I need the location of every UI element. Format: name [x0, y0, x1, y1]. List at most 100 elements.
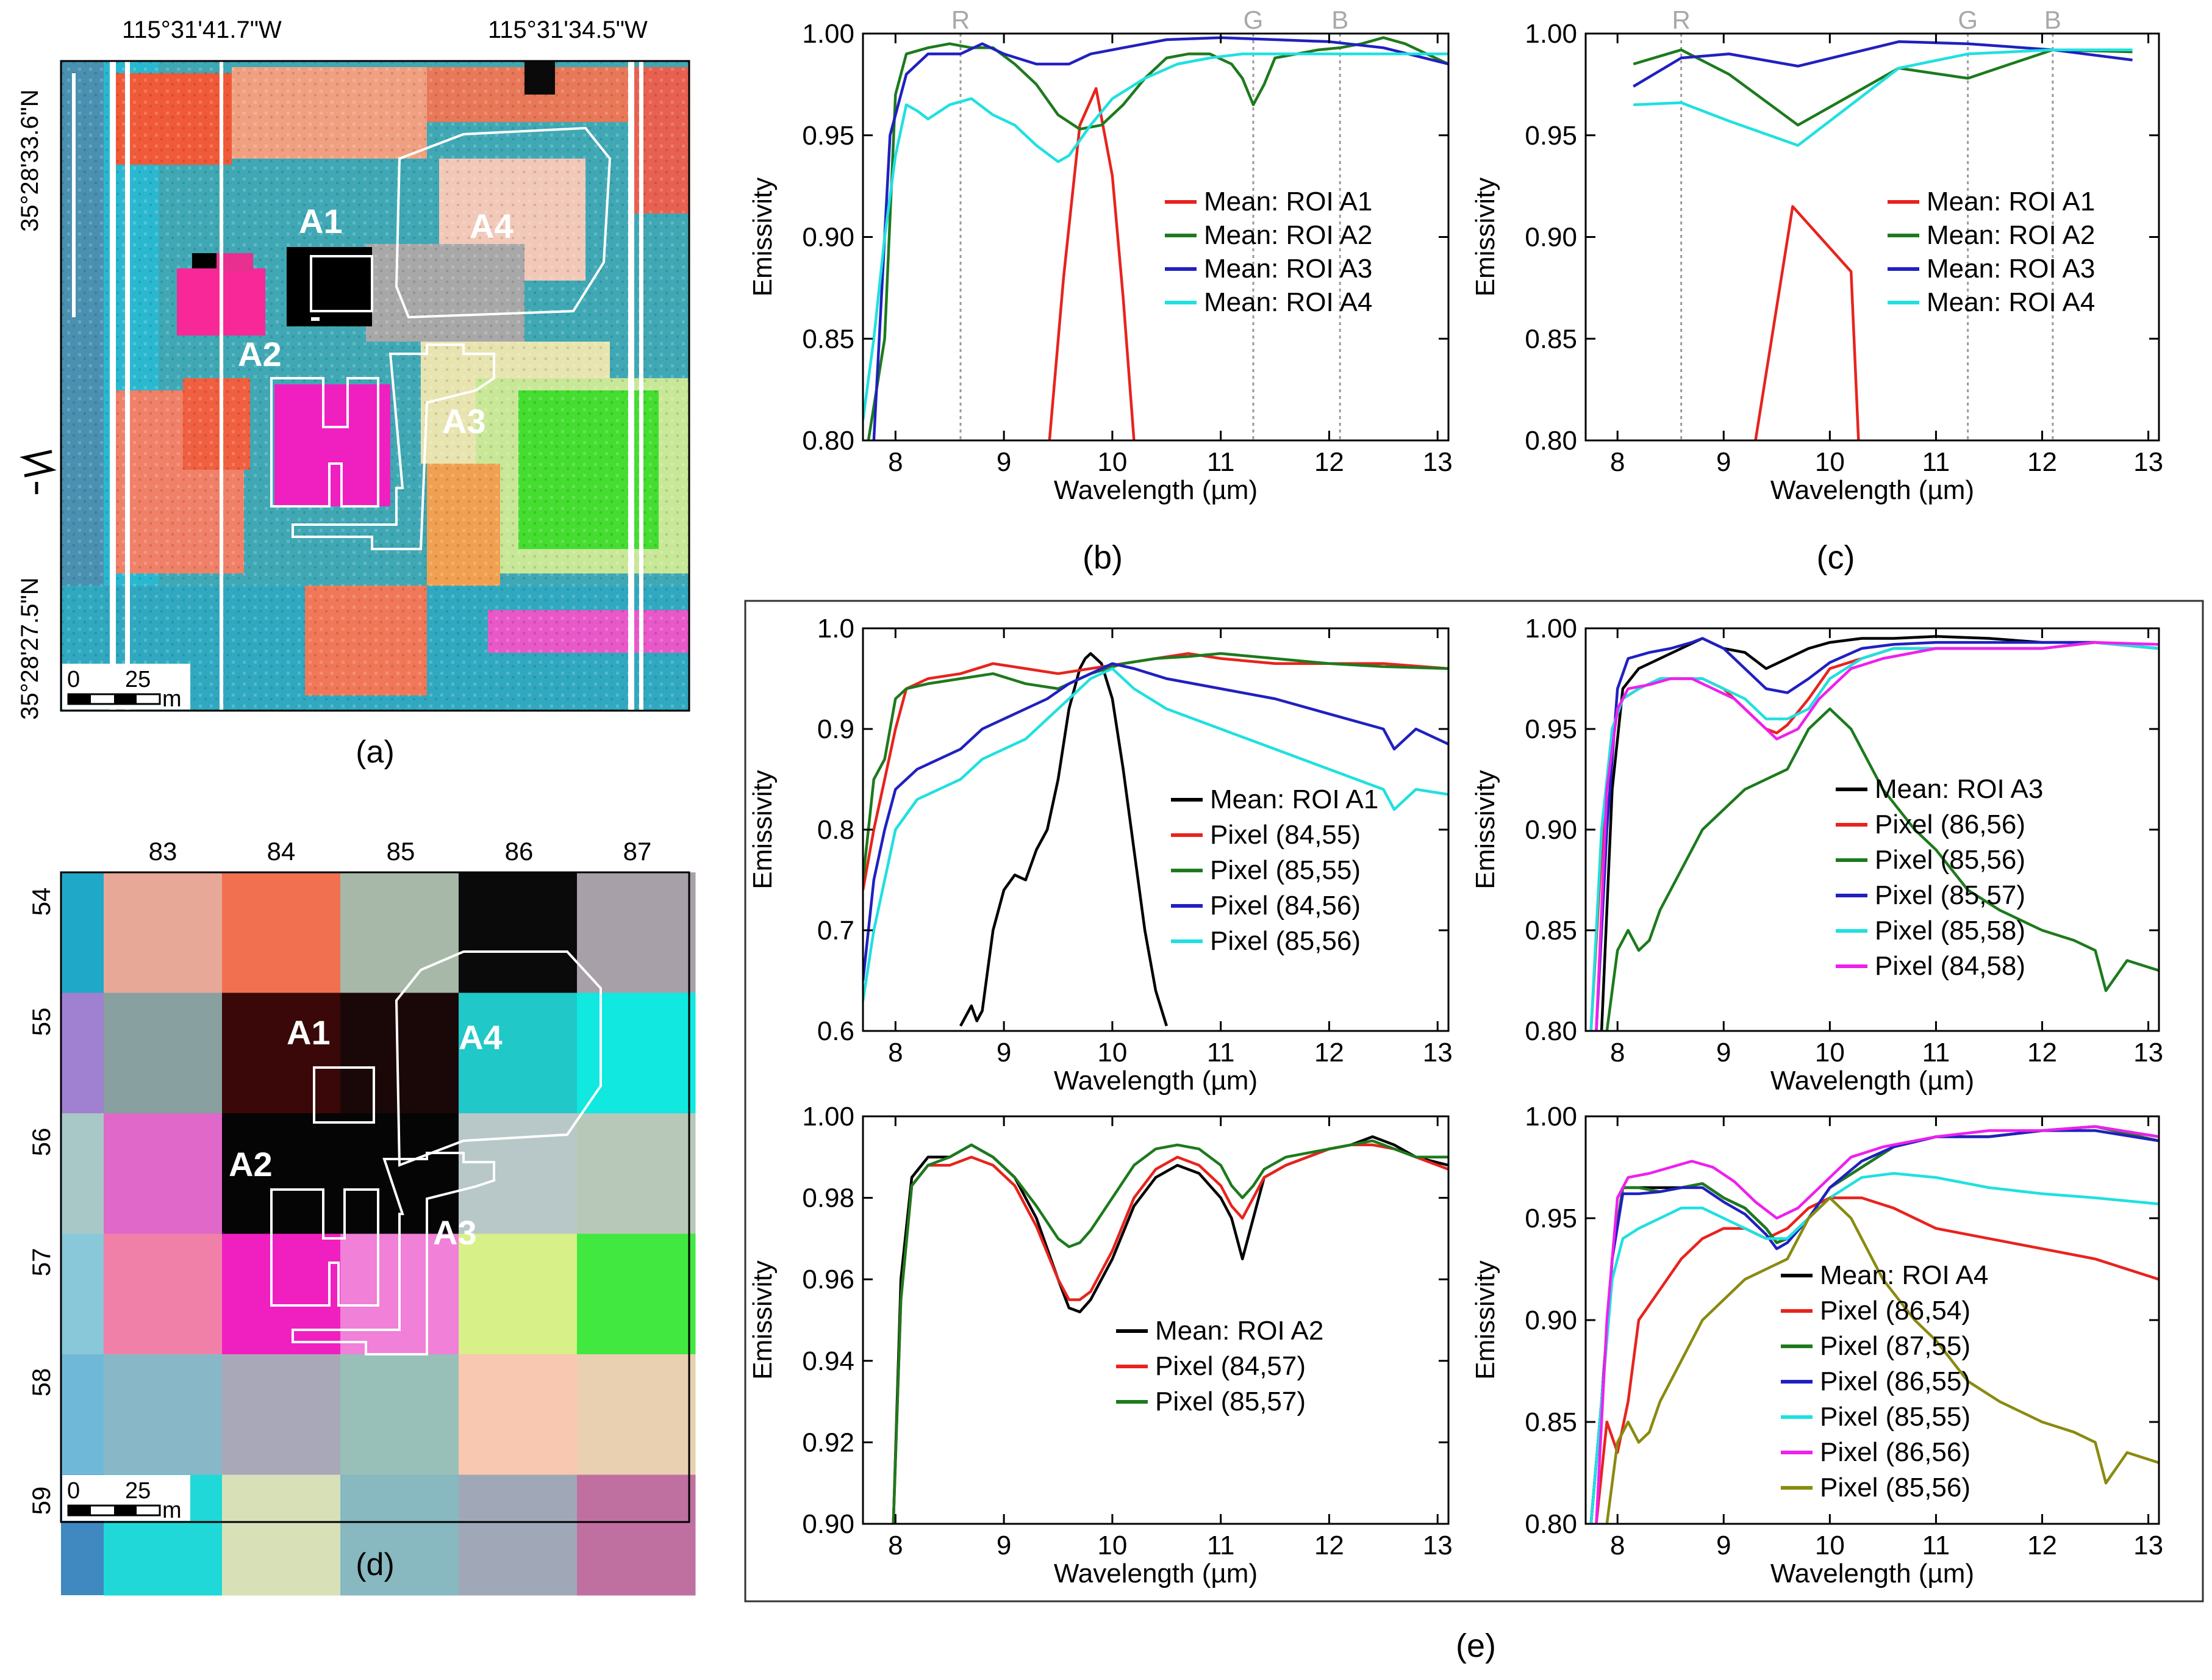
grid-cell-84-55 — [222, 993, 341, 1114]
panel-label-d: (d) — [356, 1547, 395, 1582]
series-line-4 — [1589, 1172, 2159, 1524]
map-a-scale-bar: 0 25 m — [62, 664, 190, 712]
panel-a-image-map: 115°31'41.7"W 115°31'34.5"W 35°28'33.6"N… — [16, 16, 690, 770]
grid-scale-unit: m — [162, 1498, 182, 1523]
map-a-label-a4: A4 — [470, 207, 514, 245]
legend-entry: Pixel (84,57) — [1155, 1351, 1306, 1381]
roi-a2-outline — [270, 377, 379, 508]
grid-cell-83-54 — [104, 872, 223, 993]
x-tick-label: 11 — [1922, 1531, 1950, 1560]
grid-col-label-87: 87 — [623, 837, 652, 866]
y-tick-label: 0.96 — [802, 1265, 854, 1294]
x-tick-label: 13 — [1423, 447, 1453, 477]
grid-edge-cell — [61, 1233, 104, 1354]
grid-cell-86-57 — [459, 1233, 578, 1355]
x-tick-label: 13 — [2133, 1531, 2163, 1560]
y-tick-label: 0.80 — [1525, 1016, 1577, 1046]
grid-cell-83-57 — [104, 1233, 223, 1355]
grid-cell-85-54 — [340, 872, 459, 993]
x-tick-label: 9 — [997, 447, 1011, 477]
x-tick-label: 12 — [2027, 447, 2057, 477]
series-line-0 — [959, 652, 1168, 1027]
panel-d-pixel-grid: 83 84 85 86 87 54 55 56 57 58 59 A1 A2 A… — [27, 837, 696, 1596]
legend-entry: Pixel (85,56) — [1820, 1473, 1970, 1502]
grid-cell-86-58 — [459, 1354, 578, 1475]
band-marker-label-b: B — [1331, 5, 1348, 34]
x-axis-label: Wavelength (µm) — [1054, 1066, 1258, 1096]
grid-label-a1: A1 — [287, 1013, 331, 1052]
legend-entry: Mean: ROI A2 — [1204, 220, 1372, 250]
grid-edge-cell — [61, 993, 104, 1113]
map-a-scale-unit: m — [162, 686, 182, 712]
grid-scale-start: 0 — [67, 1478, 80, 1504]
x-tick-label: 12 — [1314, 1531, 1344, 1560]
legend-entry: Mean: ROI A4 — [1204, 287, 1372, 317]
panel-label-b: (b) — [1083, 539, 1123, 576]
grid-roi-a4-outline — [395, 950, 602, 1167]
series-line-2 — [892, 1139, 1448, 1524]
x-tick-label: 12 — [2027, 1038, 2057, 1068]
legend-entry: Pixel (86,56) — [1820, 1437, 1970, 1467]
series-line-0 — [1048, 87, 1136, 440]
plot-frame — [862, 1115, 1450, 1525]
y-axis-label: Emissivity — [748, 770, 778, 889]
lat-top-label: 35°28'33.6"N — [16, 89, 43, 232]
map-a-label-a2: A2 — [238, 335, 282, 373]
grid-cell-86-55 — [459, 993, 578, 1114]
chart-e3-roi-a2: 8 9 10 11 12 13 0.90 0.92 0.94 0.96 0.98 1.00 Wavele… — [748, 1102, 1453, 1588]
x-tick-label: 13 — [2133, 1038, 2163, 1068]
series-line-6 — [1605, 1196, 2159, 1524]
x-tick-label: 12 — [2027, 1531, 2057, 1560]
grid-label-a3: A3 — [433, 1213, 477, 1252]
grid-roi-a1-outline — [313, 1066, 375, 1124]
legend-entry: Mean: ROI A4 — [1820, 1260, 1988, 1290]
band-marker-label-b: B — [2044, 5, 2061, 34]
x-tick-label: 13 — [1423, 1531, 1453, 1560]
x-axis-label: Wavelength (µm) — [1054, 1559, 1258, 1588]
band-marker-label-r: R — [951, 5, 970, 34]
y-tick-label: 0.8 — [817, 815, 854, 845]
grid-row-label-59: 59 — [27, 1487, 55, 1515]
series-line-3 — [1595, 637, 2159, 1031]
grid-edge-cell — [61, 1354, 104, 1475]
panel-label-c: (c) — [1817, 539, 1855, 576]
series-line-3 — [863, 52, 1448, 420]
y-tick-label: 1.0 — [817, 614, 854, 644]
series-line-3 — [863, 662, 1448, 981]
y-tick-label: 0.6 — [817, 1016, 854, 1046]
legend-entry: Pixel (86,56) — [1875, 809, 2025, 839]
grid-roi-a2-outline — [270, 1188, 379, 1307]
legend-entry: Pixel (84,56) — [1210, 891, 1361, 921]
y-tick-label: 0.90 — [802, 223, 854, 253]
y-axis-label: Emissivity — [1470, 1260, 1500, 1380]
x-tick-label: 13 — [1423, 1038, 1453, 1068]
grid-row-label-54: 54 — [27, 888, 55, 916]
y-tick-label: 0.95 — [802, 121, 854, 151]
roi-a1-outline — [310, 255, 373, 312]
grid-cell-87-58 — [577, 1354, 696, 1475]
grid-cell-83-58 — [104, 1354, 223, 1475]
x-tick-label: 10 — [1097, 1531, 1127, 1560]
x-tick-label: 9 — [1716, 1531, 1731, 1560]
map-a-scale-mid: 25 — [125, 667, 151, 692]
y-tick-label: 0.80 — [802, 426, 854, 456]
series-line-1 — [1633, 48, 2133, 127]
grid-cell-84-59 — [222, 1474, 341, 1596]
grid-col-label-84: 84 — [267, 837, 296, 866]
band-marker-label-g: G — [1958, 5, 1978, 34]
y-tick-label: 1.00 — [1525, 614, 1577, 644]
grid-scale-mid: 25 — [125, 1478, 151, 1504]
y-tick-label: 0.80 — [1525, 1509, 1577, 1539]
grid-cell-87-56 — [577, 1113, 696, 1234]
y-tick-label: 1.00 — [802, 19, 854, 49]
legend-entry: Pixel (85,56) — [1210, 926, 1361, 956]
y-tick-label: 0.95 — [1525, 1204, 1577, 1233]
series-line-2 — [1605, 707, 2159, 1031]
chart-c: R G B 8 9 10 11 12 13 0.80 0.85 0.90 0.95 1.00 Wavelen… — [1470, 5, 2163, 505]
y-tick-label: 0.95 — [1525, 714, 1577, 744]
lat-bottom-label: 35°28'27.5"N — [16, 577, 43, 720]
series-line-5 — [1595, 1125, 2159, 1524]
x-tick-label: 8 — [888, 447, 903, 477]
y-axis-label: Emissivity — [748, 1260, 778, 1380]
